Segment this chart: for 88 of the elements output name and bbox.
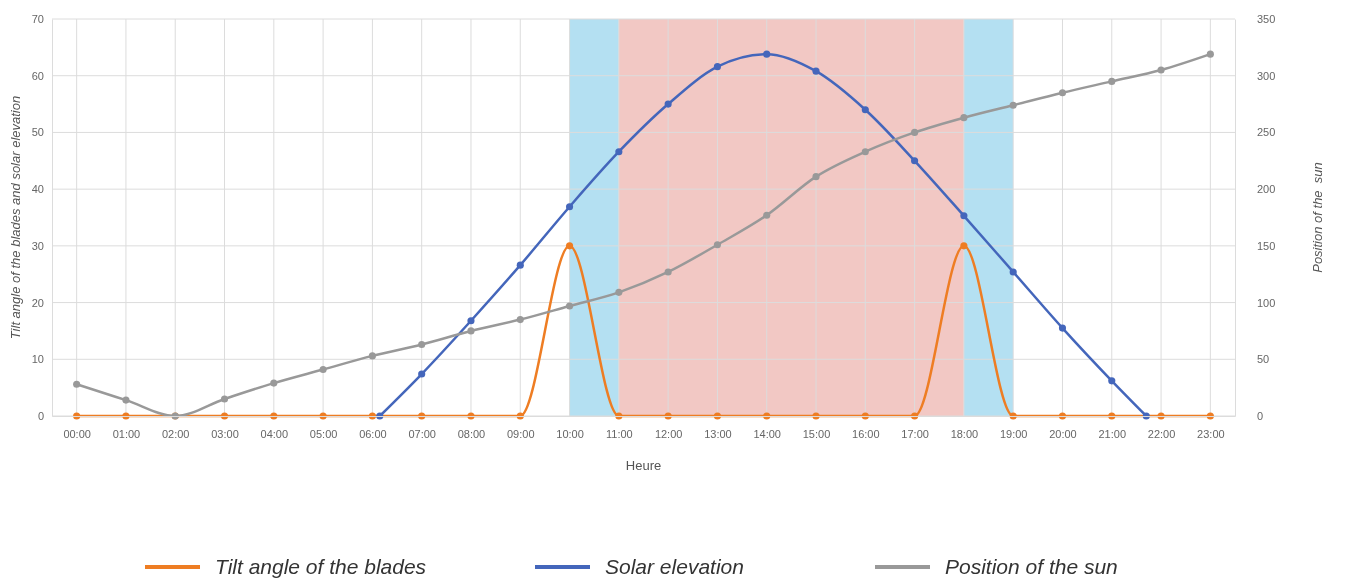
point (960, 212, 968, 220)
point (960, 114, 968, 122)
point (615, 148, 623, 156)
point (220, 395, 229, 403)
x-tick-label: 07:00 (408, 427, 436, 440)
x-tick-label: 06:00 (359, 427, 387, 440)
y2-tick-label: 350 (1257, 13, 1276, 26)
point (713, 241, 722, 249)
point (911, 128, 919, 136)
x-tick-label: 16:00 (852, 427, 880, 440)
point (319, 365, 327, 374)
y-tick-label: 10 (31, 353, 44, 366)
x-tick-label: 05:00 (309, 427, 338, 440)
x-tick-label: 08:00 (457, 427, 486, 440)
point (122, 396, 130, 404)
y-tick-label: 40 (31, 183, 44, 196)
x-tick-label: 15:00 (802, 427, 831, 440)
point (861, 148, 869, 156)
point (960, 242, 968, 250)
x-tick-label: 09:00 (507, 427, 535, 440)
point (763, 211, 771, 219)
y2-tick-label: 200 (1257, 183, 1276, 196)
point (812, 67, 820, 75)
y2-tick-label: 50 (1257, 353, 1270, 366)
x-tick-label: 10:00 (556, 427, 584, 440)
y-tick-label: 0 (37, 410, 44, 423)
point (418, 370, 426, 378)
point (73, 380, 81, 388)
point (713, 63, 722, 71)
y2-tick-label: 250 (1257, 126, 1276, 139)
x-tick-label: 13:00 (704, 427, 732, 440)
x-tick-label: 23:00 (1197, 427, 1225, 440)
y-axis-title: Tilt angle of the blades and solar elevation (8, 95, 23, 340)
point (418, 340, 426, 349)
point (467, 327, 475, 335)
point (368, 352, 376, 360)
x-tick-label: 01:00 (112, 427, 141, 440)
x-axis-title: Heure (625, 458, 662, 473)
point (1009, 101, 1017, 109)
x-tick-label: 19:00 (999, 427, 1028, 440)
x-tick-label: 11:00 (605, 427, 633, 440)
point (565, 302, 574, 310)
point (861, 106, 869, 114)
y-tick-label: 70 (31, 13, 44, 26)
point (812, 173, 820, 181)
x-tick-label: 12:00 (654, 427, 683, 440)
x-tick-label: 03:00 (211, 427, 239, 440)
y2-tick-label: 100 (1257, 296, 1276, 309)
x-tick-label: 00:00 (63, 427, 91, 440)
point (565, 242, 574, 250)
x-tick-label: 14:00 (753, 427, 781, 440)
y2-tick-label: 300 (1257, 69, 1276, 82)
point (1157, 66, 1165, 74)
y-tick-label: 30 (31, 239, 44, 252)
y-tick-label: 60 (31, 69, 44, 82)
y2-tick-label: 150 (1257, 239, 1276, 252)
x-tick-label: 02:00 (161, 427, 190, 440)
point (664, 268, 672, 276)
point (1009, 268, 1017, 276)
point (1058, 324, 1067, 332)
point (763, 50, 771, 58)
y2-tick-label: 0 (1257, 410, 1264, 423)
legend-label: Tilt angle of the blades (215, 555, 427, 578)
x-tick-label: 17:00 (901, 427, 929, 440)
point (516, 261, 524, 269)
point (565, 203, 574, 211)
y2-axis-title: Position of the sun (1310, 162, 1325, 273)
legend-label: Solar elevation (605, 555, 744, 578)
point (1108, 377, 1116, 385)
point (664, 100, 672, 108)
x-tick-label: 21:00 (1098, 427, 1127, 440)
point (270, 379, 278, 387)
x-tick-label: 22:00 (1147, 427, 1176, 440)
point (467, 317, 475, 325)
y-tick-label: 20 (31, 296, 44, 309)
point (1009, 412, 1017, 420)
point (1058, 89, 1067, 97)
point (1108, 77, 1116, 85)
legend-label: Position of the sun (945, 555, 1118, 578)
point (615, 288, 623, 296)
point (911, 157, 919, 165)
point (516, 412, 524, 420)
x-tick-label: 18:00 (950, 427, 979, 440)
x-tick-label: 20:00 (1049, 427, 1077, 440)
x-tick-label: 04:00 (260, 427, 289, 440)
point (516, 316, 524, 324)
y-tick-label: 50 (31, 126, 44, 139)
point (1206, 50, 1214, 58)
